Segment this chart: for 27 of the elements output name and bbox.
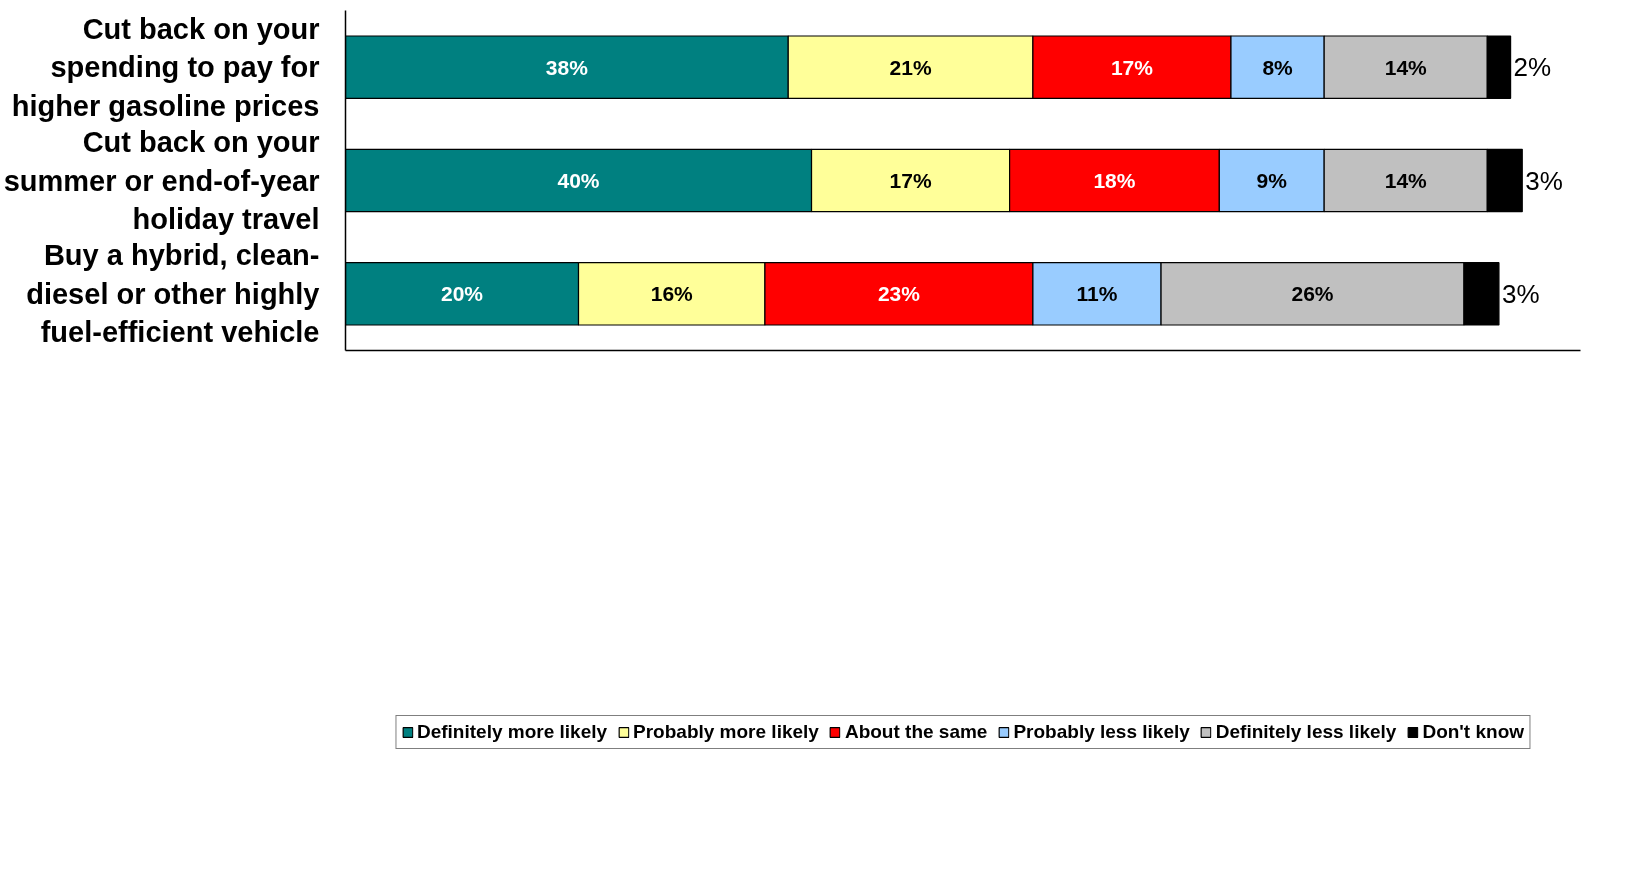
legend-label: Probably more likely xyxy=(633,720,819,743)
y-tick-label: Cut back on your summer or end-of-year holiday travel xyxy=(3,126,320,235)
data-label: 8% xyxy=(1262,55,1294,79)
data-label: 17% xyxy=(889,169,932,192)
data-label: 3% xyxy=(1501,278,1540,309)
data-label: 14% xyxy=(1384,169,1428,192)
data-label: 16% xyxy=(650,282,694,306)
data-label: 2% xyxy=(1513,52,1552,83)
data-label: 40% xyxy=(557,169,600,192)
data-label: 38% xyxy=(545,55,589,79)
data-label: 21% xyxy=(889,55,932,79)
data-label: 18% xyxy=(1093,169,1136,192)
legend-label: About the same xyxy=(844,720,988,743)
data-label: 11% xyxy=(1076,282,1118,306)
legend-label: Probably less likely xyxy=(1013,720,1190,743)
legend-label: Definitely less likely xyxy=(1215,720,1397,743)
legend-label: Definitely more likely xyxy=(416,720,608,743)
data-label: 9% xyxy=(1256,169,1288,192)
y-tick-label: Cut back on your spending to pay for higher gasoline prices xyxy=(11,12,320,122)
data-label: 14% xyxy=(1384,55,1428,79)
data-label: 23% xyxy=(877,282,921,306)
legend-label: Don't know xyxy=(1422,720,1525,743)
data-label: 17% xyxy=(1110,55,1154,79)
data-label: 3% xyxy=(1525,165,1563,196)
data-label: 26% xyxy=(1291,282,1334,306)
y-tick-label: Buy a hybrid, clean-diesel or other highly fuel-efficient vehicle xyxy=(26,239,320,349)
data-label: 20% xyxy=(440,282,484,306)
